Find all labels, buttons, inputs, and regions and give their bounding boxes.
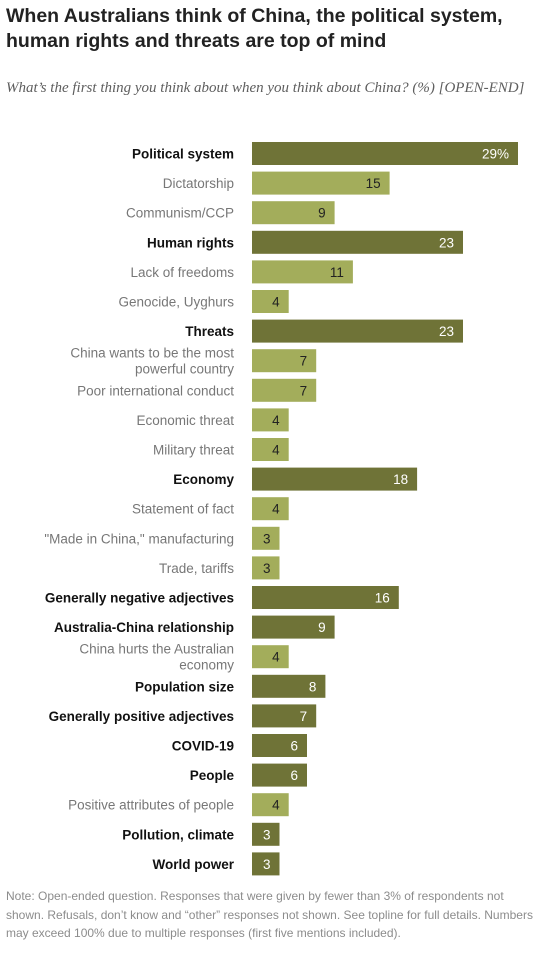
bar (252, 467, 418, 491)
bar (252, 230, 463, 254)
bar (252, 319, 463, 343)
category-label-sub: China wants to be the most powerful count… (70, 346, 234, 377)
bar (252, 201, 335, 225)
bar-value-label: 9 (318, 206, 326, 221)
category-label-main: Threats (185, 324, 234, 339)
chart-title: When Australians think of China, the pol… (6, 5, 503, 52)
category-label-main: Generally negative adjectives (45, 591, 234, 606)
bar (252, 526, 280, 550)
category-label-sub: Genocide, Uyghurs (118, 295, 234, 310)
chart-note: Note: Open-ended question. Responses tha… (6, 889, 533, 940)
bar (252, 497, 289, 521)
bar (252, 615, 335, 639)
category-label-main: Population size (135, 679, 235, 694)
bar-value-label: 3 (263, 531, 271, 546)
bar (252, 408, 289, 432)
bar-value-label: 4 (272, 443, 280, 458)
bar-value-label: 6 (290, 768, 298, 783)
bar-value-label: 4 (272, 798, 280, 813)
bar (252, 734, 307, 757)
category-label-main: Generally positive adjectives (49, 709, 234, 724)
category-label-main: Pollution, climate (122, 827, 234, 842)
bar-value-label: 7 (300, 709, 308, 724)
category-label-main: Economy (173, 472, 234, 487)
bar-value-label: 8 (309, 679, 317, 694)
bar-value-label: 18 (393, 472, 408, 487)
category-label-main: Australia-China relationship (54, 620, 234, 635)
bar (252, 378, 317, 402)
bar-value-label: 4 (272, 413, 280, 428)
bar-value-label: 23 (439, 324, 454, 339)
bar-value-label: 16 (375, 591, 390, 606)
bar-value-label: 15 (366, 176, 381, 191)
category-label-sub: Economic threat (136, 413, 234, 428)
bar-value-label: 6 (290, 739, 298, 754)
bar-value-label: 23 (439, 235, 454, 250)
category-label-sub: Lack of freedoms (130, 265, 234, 280)
bar-value-label: 4 (272, 650, 280, 665)
bar (252, 349, 317, 373)
bar-value-label: 7 (300, 383, 308, 398)
bar (252, 793, 289, 817)
category-label-sub: Statement of fact (132, 502, 234, 517)
category-label-main: People (190, 768, 235, 783)
bar-value-label: 29% (482, 147, 509, 162)
bar-value-label: 11 (330, 265, 344, 280)
category-label-sub: "Made in China," manufacturing (44, 531, 234, 546)
bar (252, 171, 390, 195)
bar-value-label: 3 (263, 561, 271, 576)
bar (252, 290, 289, 313)
bar (252, 142, 518, 165)
bar-value-label: 3 (263, 857, 271, 872)
bar (252, 586, 399, 609)
category-label-sub: Dictatorship (163, 176, 234, 191)
bar (252, 556, 280, 580)
bar-value-label: 4 (272, 502, 280, 517)
bar-value-label: 7 (300, 354, 308, 369)
bar-chart: 29% Political system 15 Dictatorship 9 Commun… (44, 142, 518, 876)
category-label-main: Political system (132, 147, 234, 162)
bar (252, 260, 353, 284)
bar-value-label: 3 (263, 827, 271, 842)
bar (252, 852, 280, 876)
category-label-sub: Poor international conduct (77, 383, 234, 398)
category-label-main: Human rights (147, 235, 234, 250)
category-label-sub: China hurts the Australian economy (79, 642, 234, 673)
bar-value-label: 4 (272, 295, 280, 310)
category-label-sub: Military threat (153, 443, 234, 458)
bar (252, 674, 326, 698)
category-label-sub: Positive attributes of people (68, 798, 234, 813)
category-label-sub: Communism/CCP (126, 206, 234, 221)
bar (252, 645, 289, 669)
bar (252, 822, 280, 846)
category-label-sub: Trade, tariffs (159, 561, 234, 576)
chart-subtitle: What’s the first thing you think about w… (6, 80, 525, 96)
bar (252, 704, 317, 728)
category-label-main: World power (152, 857, 234, 872)
bar (252, 438, 289, 461)
bar (252, 763, 307, 787)
category-label-main: COVID-19 (172, 739, 234, 754)
bar-value-label: 9 (318, 620, 326, 635)
